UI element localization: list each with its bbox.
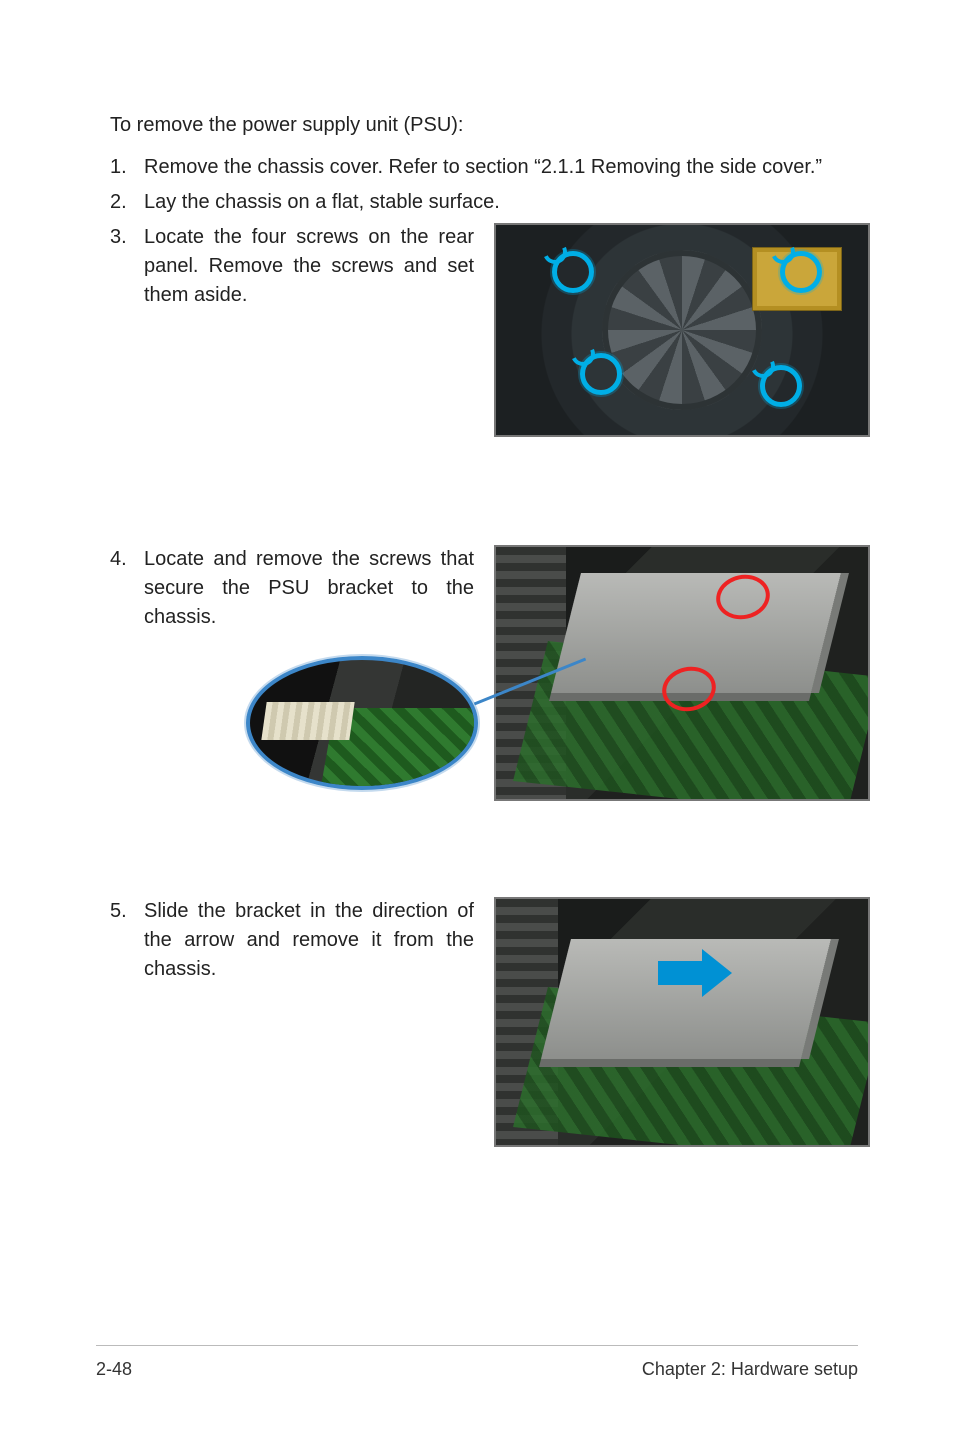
step-3-text: Locate the four screws on the rear panel…: [144, 223, 474, 310]
page-number: 2-48: [96, 1359, 132, 1380]
step-3: 3. Locate the four screws on the rear pa…: [110, 223, 844, 437]
chapter-title: Chapter 2: Hardware setup: [642, 1359, 858, 1380]
step-5-number: 5.: [110, 897, 144, 926]
step-1: 1. Remove the chassis cover. Refer to se…: [110, 153, 844, 182]
figure-callout-zoom: [246, 656, 478, 790]
step-2-number: 2.: [110, 188, 144, 217]
step-2: 2. Lay the chassis on a flat, stable sur…: [110, 188, 844, 217]
page: To remove the power supply unit (PSU): 1…: [0, 0, 954, 1438]
screw-indicator-icon: [580, 353, 622, 395]
step-3-number: 3.: [110, 223, 144, 252]
step-1-number: 1.: [110, 153, 144, 182]
steps-list-cont2: 5. Slide the bracket in the direction of…: [110, 897, 844, 1147]
psu-fan-graphic: [602, 250, 762, 410]
page-footer: 2-48 Chapter 2: Hardware setup: [96, 1359, 858, 1380]
step-2-text: Lay the chassis on a flat, stable surfac…: [144, 188, 844, 217]
footer-rule: [96, 1345, 858, 1346]
figure-chassis-interior-slide: [494, 897, 870, 1147]
screw-indicator-icon: [780, 251, 822, 293]
step-5-text: Slide the bracket in the direction of th…: [144, 897, 474, 984]
step-4: 4. Locate and remove the screws that sec…: [110, 545, 844, 801]
step-4-number: 4.: [110, 545, 144, 574]
step-4-text: Locate and remove the screws that secure…: [144, 545, 474, 632]
steps-list-cont1: 4. Locate and remove the screws that sec…: [110, 545, 844, 801]
connector-graphic: [261, 702, 354, 740]
step-5: 5. Slide the bracket in the direction of…: [110, 897, 844, 1147]
steps-list: 1. Remove the chassis cover. Refer to se…: [110, 153, 844, 437]
intro-text: To remove the power supply unit (PSU):: [110, 112, 844, 139]
figure-psu-rear-panel: [494, 223, 870, 437]
psu-graphic: [541, 939, 831, 1059]
screw-indicator-icon: [760, 365, 802, 407]
screw-indicator-icon: [552, 251, 594, 293]
step-1-text: Remove the chassis cover. Refer to secti…: [144, 153, 844, 182]
